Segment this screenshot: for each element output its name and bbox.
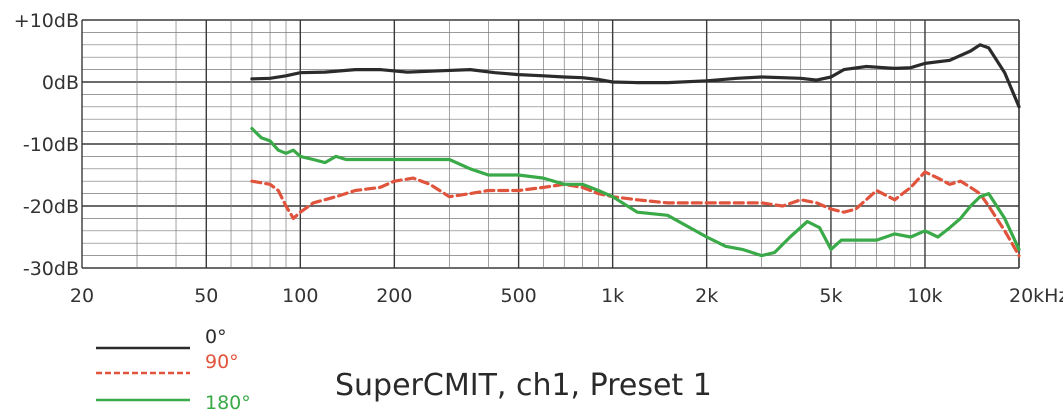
legend-label-0: 0° [205,326,227,348]
x-tick-label: 5k [819,285,842,307]
legend-label-2: 180° [205,392,251,414]
x-tick-label: 10k [907,285,942,307]
x-tick-labels: 20 50 100 200 500 1k 2k 5k 10k 20kHz [70,285,1063,307]
x-tick-label: 1k [601,285,624,307]
series-line-1 [250,170,1021,258]
legend-label-1: 90° [205,351,239,373]
y-tick-label: -10dB [23,134,79,156]
series-lines [250,43,1021,258]
chart-title: SuperCMIT, ch1, Preset 1 [335,368,712,403]
x-tick-label: 50 [194,285,218,307]
x-tick-label: 500 [500,285,536,307]
y-tick-label: -30dB [23,258,79,280]
series-line-0 [250,43,1021,109]
y-tick-labels: +10dB 0dB -10dB -20dB -30dB [14,10,79,280]
x-tick-label: 100 [282,285,318,307]
legend: 0° 90° 180° [96,326,251,414]
x-tick-label: 2k [695,285,718,307]
y-tick-label: -20dB [23,196,79,218]
y-tick-label: 0dB [42,72,79,94]
chart-grid [81,19,1020,269]
x-tick-label: 20 [70,285,94,307]
y-tick-label: +10dB [14,10,79,32]
x-tick-label: 200 [376,285,412,307]
x-tick-label: 20kHz [1009,285,1063,307]
series-line-2 [250,126,1021,258]
